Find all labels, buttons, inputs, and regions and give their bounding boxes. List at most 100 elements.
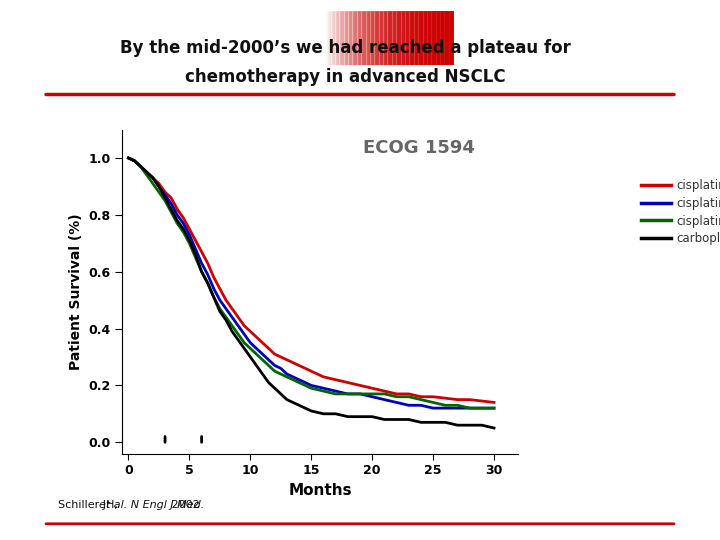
Bar [385,11,386,65]
Bar [433,11,434,65]
Bar [392,11,394,65]
Bar [449,11,450,65]
Bar [347,11,348,65]
Bar [424,11,425,65]
Bar [334,11,336,65]
Bar [351,11,353,65]
X-axis label: Months: Months [289,483,352,497]
Bar [377,11,379,65]
Bar [324,11,325,65]
Bar [436,11,437,65]
Bar [332,11,333,65]
Text: UC Health.: UC Health. [549,29,652,46]
Bar [425,11,426,65]
Bar [341,11,342,65]
Bar [354,11,355,65]
Bar [340,11,341,65]
Bar [348,11,350,65]
Bar [346,11,347,65]
Bar [333,11,334,65]
Bar [379,11,381,65]
Bar [431,11,433,65]
Bar [366,11,368,65]
Bar [403,11,405,65]
Bar [373,11,374,65]
Bar [359,11,360,65]
Bar [342,11,343,65]
Bar [446,11,447,65]
Bar [364,11,366,65]
Bar [386,11,387,65]
Bar [376,11,377,65]
Bar [399,11,400,65]
Bar [412,11,413,65]
Bar [418,11,420,65]
Bar [337,11,338,65]
Bar [353,11,354,65]
Bar [398,11,399,65]
Bar [438,11,439,65]
Bar [338,11,340,65]
Bar [416,11,418,65]
Y-axis label: Patient Survival (%): Patient Survival (%) [69,213,83,370]
Bar [410,11,411,65]
Text: chemotherapy in advanced NSCLC: chemotherapy in advanced NSCLC [185,69,506,86]
Bar [384,11,385,65]
Bar [400,11,402,65]
Text: Schiller JH,: Schiller JH, [58,500,121,510]
Bar [327,11,328,65]
Bar [441,11,442,65]
Text: et al. N Engl J Med.: et al. N Engl J Med. [99,500,204,510]
Bar [328,11,329,65]
Bar [428,11,429,65]
Bar [442,11,444,65]
Bar [408,11,410,65]
Bar [361,11,363,65]
Bar [395,11,397,65]
Bar [355,11,356,65]
Bar [452,11,454,65]
Text: 2002: 2002 [168,500,199,510]
Bar [345,11,346,65]
Bar [447,11,449,65]
Bar [437,11,438,65]
Bar [382,11,384,65]
Bar [420,11,421,65]
Bar [423,11,424,65]
Bar [387,11,389,65]
Bar [411,11,412,65]
Bar [330,11,332,65]
Bar [421,11,423,65]
Bar [413,11,415,65]
Bar [444,11,446,65]
Bar [368,11,369,65]
Bar [358,11,359,65]
Bar [405,11,407,65]
Bar [439,11,441,65]
Bar [329,11,330,65]
Bar [350,11,351,65]
Bar [415,11,416,65]
Text: ECOG 1594: ECOG 1594 [364,139,475,157]
Bar [402,11,403,65]
Bar [389,11,390,65]
Bar [363,11,364,65]
Bar [374,11,376,65]
Text: By the mid-2000’s we had reached a plateau for: By the mid-2000’s we had reached a plate… [120,39,571,57]
Bar [429,11,431,65]
Bar [369,11,371,65]
Bar [360,11,361,65]
Bar [407,11,408,65]
Bar [336,11,337,65]
Bar [343,11,345,65]
Bar [390,11,392,65]
Bar [426,11,428,65]
Bar [356,11,358,65]
Bar [325,11,327,65]
Legend: cisplatin/paclitaxel, cisplatin/gemcitabine, cisplatin/docetaxel, carboplatin/pa: cisplatin/paclitaxel, cisplatin/gemcitab… [636,174,720,250]
Bar [381,11,382,65]
Bar [434,11,436,65]
Bar [372,11,373,65]
Bar [450,11,451,65]
Bar [397,11,398,65]
